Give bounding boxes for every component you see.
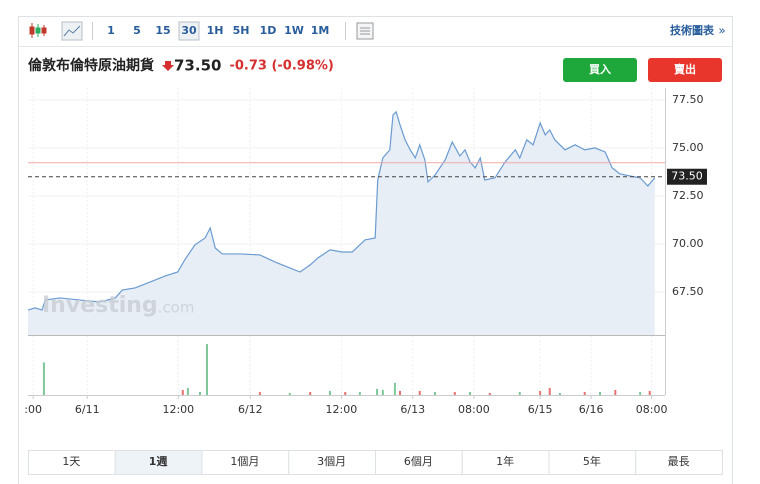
volume-bar: [186, 387, 189, 395]
interval-selected[interactable]: [178, 21, 200, 41]
range-tab[interactable]: [201, 450, 290, 475]
volume-bar: [381, 389, 384, 395]
buy-label[interactable]: 買入: [589, 63, 611, 76]
volume-bar: [288, 392, 291, 395]
x-tick-label: 6/15: [528, 403, 553, 416]
volume-bar: [583, 391, 586, 395]
volume-bar: [453, 391, 456, 395]
x-tick-label: :00: [24, 403, 42, 416]
range-tab[interactable]: [548, 450, 637, 475]
volume-bar: [205, 344, 208, 395]
y-tick-label: 77.50: [672, 93, 704, 106]
volume-bar: [469, 391, 472, 395]
down-arrow: [162, 61, 174, 71]
volume-bar: [558, 392, 561, 395]
y-tick-label: 70.00: [672, 237, 704, 250]
volume-bar: [434, 391, 437, 395]
range-tab[interactable]: [375, 450, 463, 475]
volume-bar: [488, 392, 491, 395]
volume-bar: [393, 382, 396, 395]
volume-bar: [639, 391, 642, 395]
volume-bar: [548, 387, 551, 395]
interval-option[interactable]: 5: [133, 24, 141, 37]
last-price-label: 73.50: [671, 170, 703, 183]
price-change: -0.73 (-0.98%): [229, 59, 333, 74]
more-link[interactable]: »: [718, 24, 725, 38]
volume-bar: [648, 390, 651, 395]
x-tick-label: 08:00: [458, 403, 490, 416]
interval-option[interactable]: 1: [107, 24, 115, 37]
range-tab-label[interactable]: 3個月: [317, 455, 346, 468]
volume-bar: [42, 362, 45, 395]
range-tab-label[interactable]: 1週: [149, 454, 168, 468]
x-tick-label: 12:00: [162, 403, 194, 416]
volume-bar: [344, 391, 347, 395]
volume-bar: [399, 390, 402, 395]
technical-chart-link[interactable]: 技術圖表: [670, 23, 715, 37]
x-tick-label: 6/13: [400, 403, 425, 416]
range-tab[interactable]: [461, 450, 550, 475]
sell-label[interactable]: 賣出: [673, 62, 696, 76]
price: 73.50: [174, 57, 221, 75]
interval-option[interactable]: 1M: [311, 24, 330, 37]
area-fill: [28, 111, 655, 335]
volume-bar: [376, 388, 379, 395]
x-tick-label: 6/11: [75, 403, 100, 416]
interval-option[interactable]: 5H: [233, 24, 250, 37]
interval-option[interactable]: 30: [181, 24, 197, 37]
watermark: Investing .com: [42, 293, 194, 318]
range-tab-label[interactable]: 1個月: [230, 455, 259, 468]
x-tick-label: 08:00: [636, 403, 668, 416]
range-tab-label[interactable]: 最長: [668, 455, 690, 468]
range-tab-label[interactable]: 6個月: [404, 455, 433, 468]
range-tab[interactable]: [28, 450, 116, 475]
volume-bar: [418, 390, 421, 395]
volume-bar: [539, 390, 542, 395]
volume-bar: [181, 389, 184, 395]
range-tab[interactable]: [288, 450, 376, 475]
y-tick-label: 67.50: [672, 285, 704, 298]
price-line: [27, 110, 656, 311]
volume-bar: [599, 391, 602, 395]
volume-bar: [328, 390, 331, 395]
volume-bar: [614, 389, 617, 395]
interval-option[interactable]: 1D: [260, 24, 277, 37]
x-tick-label: 6/12: [238, 403, 263, 416]
y-tick-label: 72.50: [672, 189, 704, 202]
interval-option[interactable]: 1W: [284, 24, 304, 37]
volume-bar: [358, 391, 361, 395]
volume-bar: [198, 391, 201, 395]
range-tab-selected[interactable]: [114, 450, 203, 475]
watermark-brand: Investing: [42, 293, 158, 318]
buy-button[interactable]: [563, 58, 637, 82]
sell-button[interactable]: [648, 58, 722, 82]
x-tick-label: 12:00: [326, 403, 358, 416]
y-tick-label: 75.00: [672, 141, 704, 154]
range-tab-label[interactable]: 1天: [62, 455, 80, 468]
interval-option[interactable]: 1H: [207, 24, 224, 37]
last-price-tag: [667, 168, 707, 185]
range-tab-label[interactable]: 1年: [496, 454, 514, 468]
x-tick-label: 6/16: [579, 403, 604, 416]
line-icon[interactable]: [61, 21, 83, 41]
instrument-title: 倫敦布倫特原油期貨: [28, 57, 154, 74]
range-tab[interactable]: [635, 450, 723, 475]
candle-icon[interactable]: [29, 23, 47, 38]
volume-bar: [258, 391, 261, 395]
watermark-suffix: .com: [158, 299, 195, 317]
volume-bar: [518, 391, 521, 395]
range-tab-label[interactable]: 5年: [583, 454, 601, 468]
table-icon[interactable]: [356, 22, 374, 40]
volume-bar: [309, 391, 312, 395]
interval-option[interactable]: 15: [155, 24, 170, 37]
